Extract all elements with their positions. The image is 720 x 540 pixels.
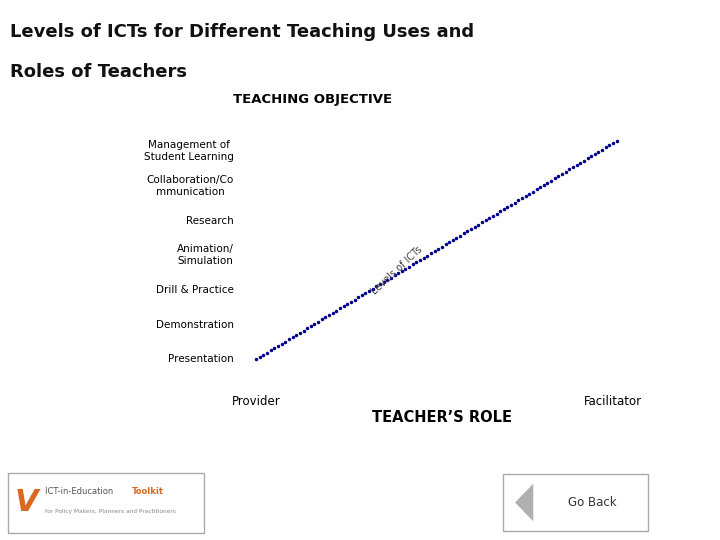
Text: Roles of Teachers: Roles of Teachers [10, 63, 187, 81]
Text: Levels of ICTs: Levels of ICTs [369, 245, 424, 297]
FancyBboxPatch shape [7, 472, 204, 532]
FancyBboxPatch shape [503, 474, 648, 531]
Text: Toolkit: Toolkit [132, 487, 164, 496]
Text: Levels of ICTs for Different Teaching Uses and: Levels of ICTs for Different Teaching Us… [10, 23, 474, 41]
Text: Animation/
Simulation: Animation/ Simulation [177, 245, 234, 266]
Polygon shape [515, 484, 534, 521]
Text: TEACHER’S ROLE: TEACHER’S ROLE [372, 410, 513, 424]
Text: for Policy Makers, Planners and Practitioners: for Policy Makers, Planners and Practiti… [45, 509, 176, 514]
Text: Demonstration: Demonstration [156, 320, 234, 329]
Text: TEACHING OBJECTIVE: TEACHING OBJECTIVE [233, 93, 392, 106]
Text: Facilitator: Facilitator [583, 395, 642, 408]
Text: Go Back: Go Back [568, 496, 616, 509]
Text: Management of
Student Learning: Management of Student Learning [144, 140, 234, 162]
Text: V: V [14, 488, 38, 517]
Text: Research: Research [186, 215, 234, 226]
Text: ICT-in-Education: ICT-in-Education [45, 487, 115, 496]
Text: Presentation: Presentation [168, 354, 234, 364]
Text: Drill & Practice: Drill & Practice [156, 285, 234, 295]
Text: Provider: Provider [232, 395, 281, 408]
Text: Collaboration/Co
mmunication: Collaboration/Co mmunication [147, 175, 234, 197]
